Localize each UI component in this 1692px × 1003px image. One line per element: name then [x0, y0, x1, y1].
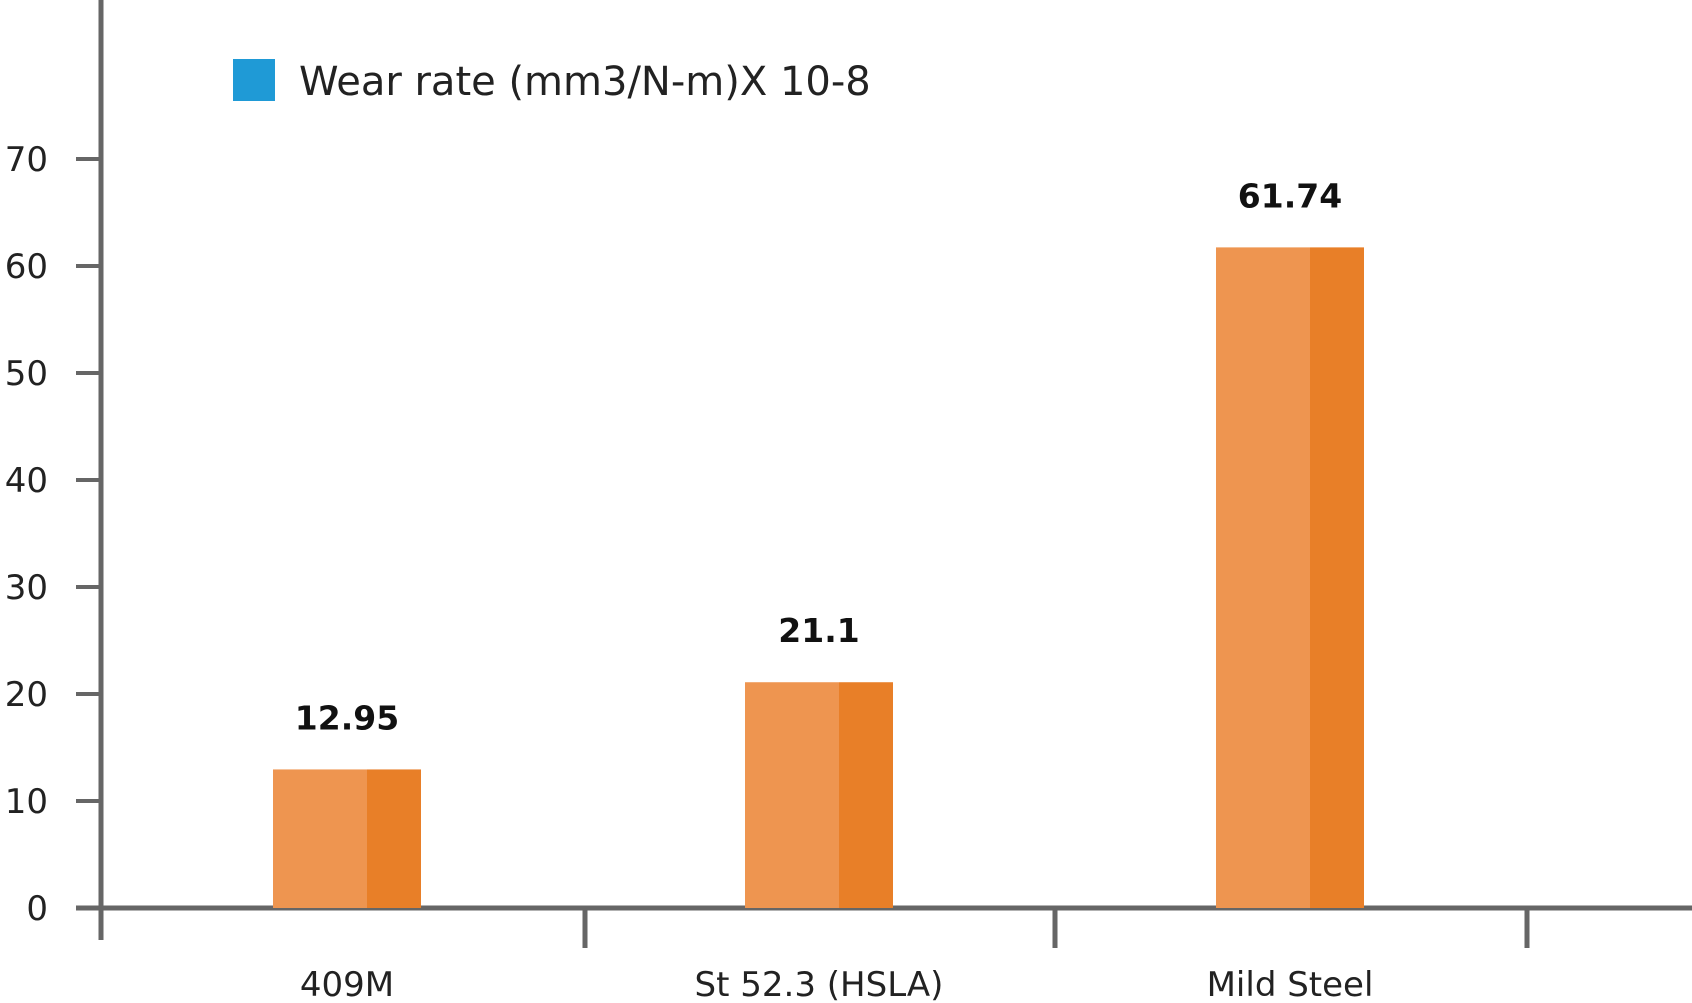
y-tick-label-20: 20	[5, 675, 48, 715]
bar-1-light-face	[273, 769, 367, 908]
bar-1-dark-face	[367, 769, 421, 908]
bars: 12.95 21.1 61.74	[273, 176, 1364, 908]
y-tick-label-10: 10	[5, 782, 48, 822]
y-tick-label-30: 30	[5, 568, 48, 608]
y-tick-label-40: 40	[5, 461, 48, 501]
bar-3-light-face	[1216, 247, 1310, 908]
bar-2-value-label: 21.1	[778, 611, 859, 650]
legend-swatch	[233, 59, 275, 101]
x-category-label-3: Mild Steel	[1207, 965, 1374, 1003]
bar-2-dark-face	[839, 682, 893, 908]
y-tick-label-70: 70	[5, 140, 48, 180]
y-axis-ticks: 0 10 20 30 40 50 60 70	[5, 140, 101, 929]
bar-2: 21.1	[745, 611, 893, 908]
bar-3-dark-face	[1310, 247, 1364, 908]
bar-2-light-face	[745, 682, 839, 908]
bar-3: 61.74	[1216, 176, 1364, 908]
y-tick-label-50: 50	[5, 354, 48, 394]
y-tick-label-0: 0	[26, 889, 48, 929]
legend-label: Wear rate (mm3/N-m)X 10-8	[299, 59, 871, 105]
bar-3-value-label: 61.74	[1238, 176, 1342, 215]
legend: Wear rate (mm3/N-m)X 10-8	[233, 59, 871, 105]
x-category-label-1: 409M	[300, 965, 394, 1003]
bar-1: 12.95	[273, 698, 421, 908]
y-tick-label-60: 60	[5, 247, 48, 287]
x-axis-labels: 409M St 52.3 (HSLA) Mild Steel	[300, 965, 1374, 1003]
x-category-label-2: St 52.3 (HSLA)	[695, 965, 944, 1003]
bar-1-value-label: 12.95	[295, 698, 399, 737]
